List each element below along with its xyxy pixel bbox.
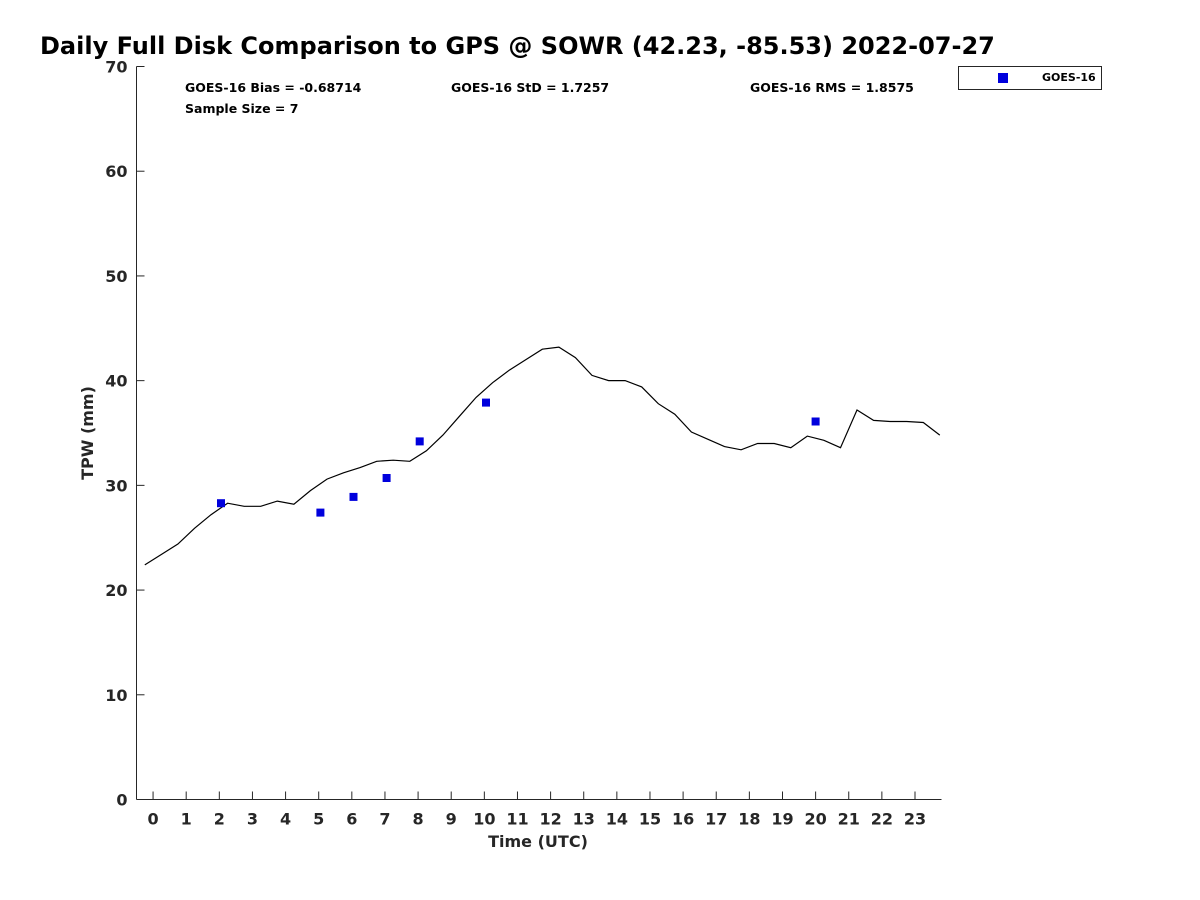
goes16-point xyxy=(482,398,490,407)
x-tick-label: 16 xyxy=(672,810,694,829)
legend: GOES-16 xyxy=(958,66,1102,90)
x-axis-label: Time (UTC) xyxy=(488,832,588,851)
y-ticks: 0 10 20 30 40 50 60 70 xyxy=(105,58,145,810)
y-axis-label: TPW (mm) xyxy=(78,386,97,480)
stats-panel: GOES-16 Bias = -0.68714 GOES-16 StD = 1.… xyxy=(185,80,914,116)
x-tick-label: 23 xyxy=(904,810,926,829)
x-tick-label: 17 xyxy=(705,810,727,829)
y-tick-label: 0 xyxy=(116,791,127,810)
goes16-point xyxy=(382,474,391,482)
goes16-point xyxy=(811,417,820,426)
x-tick-label: 1 xyxy=(181,810,192,829)
x-tick-label: 13 xyxy=(573,810,595,829)
x-tick-label: 22 xyxy=(871,810,893,829)
x-tick-label: 3 xyxy=(247,810,258,829)
goes16-point xyxy=(217,499,225,508)
y-tick-label: 50 xyxy=(105,267,127,286)
y-tick-label: 30 xyxy=(105,476,127,495)
stat-sample-size: Sample Size = 7 xyxy=(185,101,298,116)
x-tick-label: 0 xyxy=(147,810,158,829)
stat-std: GOES-16 StD = 1.7257 xyxy=(451,80,609,95)
y-tick-label: 40 xyxy=(105,372,127,391)
gps-tpw-line xyxy=(144,346,941,566)
stat-bias: GOES-16 Bias = -0.68714 xyxy=(185,80,362,95)
stat-rms: GOES-16 RMS = 1.8575 xyxy=(750,80,914,95)
goes16-point xyxy=(415,437,424,446)
x-tick-label: 4 xyxy=(280,810,291,829)
x-tick-label: 20 xyxy=(804,810,826,829)
goes16-point xyxy=(316,508,325,517)
x-tick-label: 6 xyxy=(346,810,357,829)
x-tick-label: 9 xyxy=(446,810,457,829)
goes16-point xyxy=(349,492,358,501)
y-tick-label: 10 xyxy=(105,686,127,705)
x-tick-label: 7 xyxy=(379,810,390,829)
x-ticks: 0 1 2 3 4 5 6 7 8 9 10 11 12 13 14 15 16 17 18 19 20 21 22 23 xyxy=(147,791,926,829)
chart-title: Daily Full Disk Comparison to GPS @ SOWR… xyxy=(40,32,995,60)
y-tick-label: 70 xyxy=(105,58,127,77)
x-tick-label: 15 xyxy=(639,810,661,829)
legend-box xyxy=(958,66,1102,90)
x-tick-label: 5 xyxy=(313,810,324,829)
x-tick-label: 11 xyxy=(506,810,528,829)
x-tick-label: 18 xyxy=(738,810,760,829)
y-tick-label: 60 xyxy=(105,162,127,181)
plot-frame xyxy=(136,66,942,800)
x-tick-label: 14 xyxy=(606,810,628,829)
y-tick-label: 20 xyxy=(105,581,127,600)
x-tick-label: 2 xyxy=(214,810,225,829)
series-layer xyxy=(144,346,941,566)
x-tick-label: 8 xyxy=(413,810,424,829)
legend-label-goes16: GOES-16 xyxy=(1042,71,1096,84)
legend-marker-goes16 xyxy=(998,73,1008,83)
x-tick-label: 10 xyxy=(473,810,495,829)
x-tick-label: 19 xyxy=(771,810,793,829)
x-tick-label: 21 xyxy=(838,810,860,829)
x-tick-label: 12 xyxy=(539,810,561,829)
